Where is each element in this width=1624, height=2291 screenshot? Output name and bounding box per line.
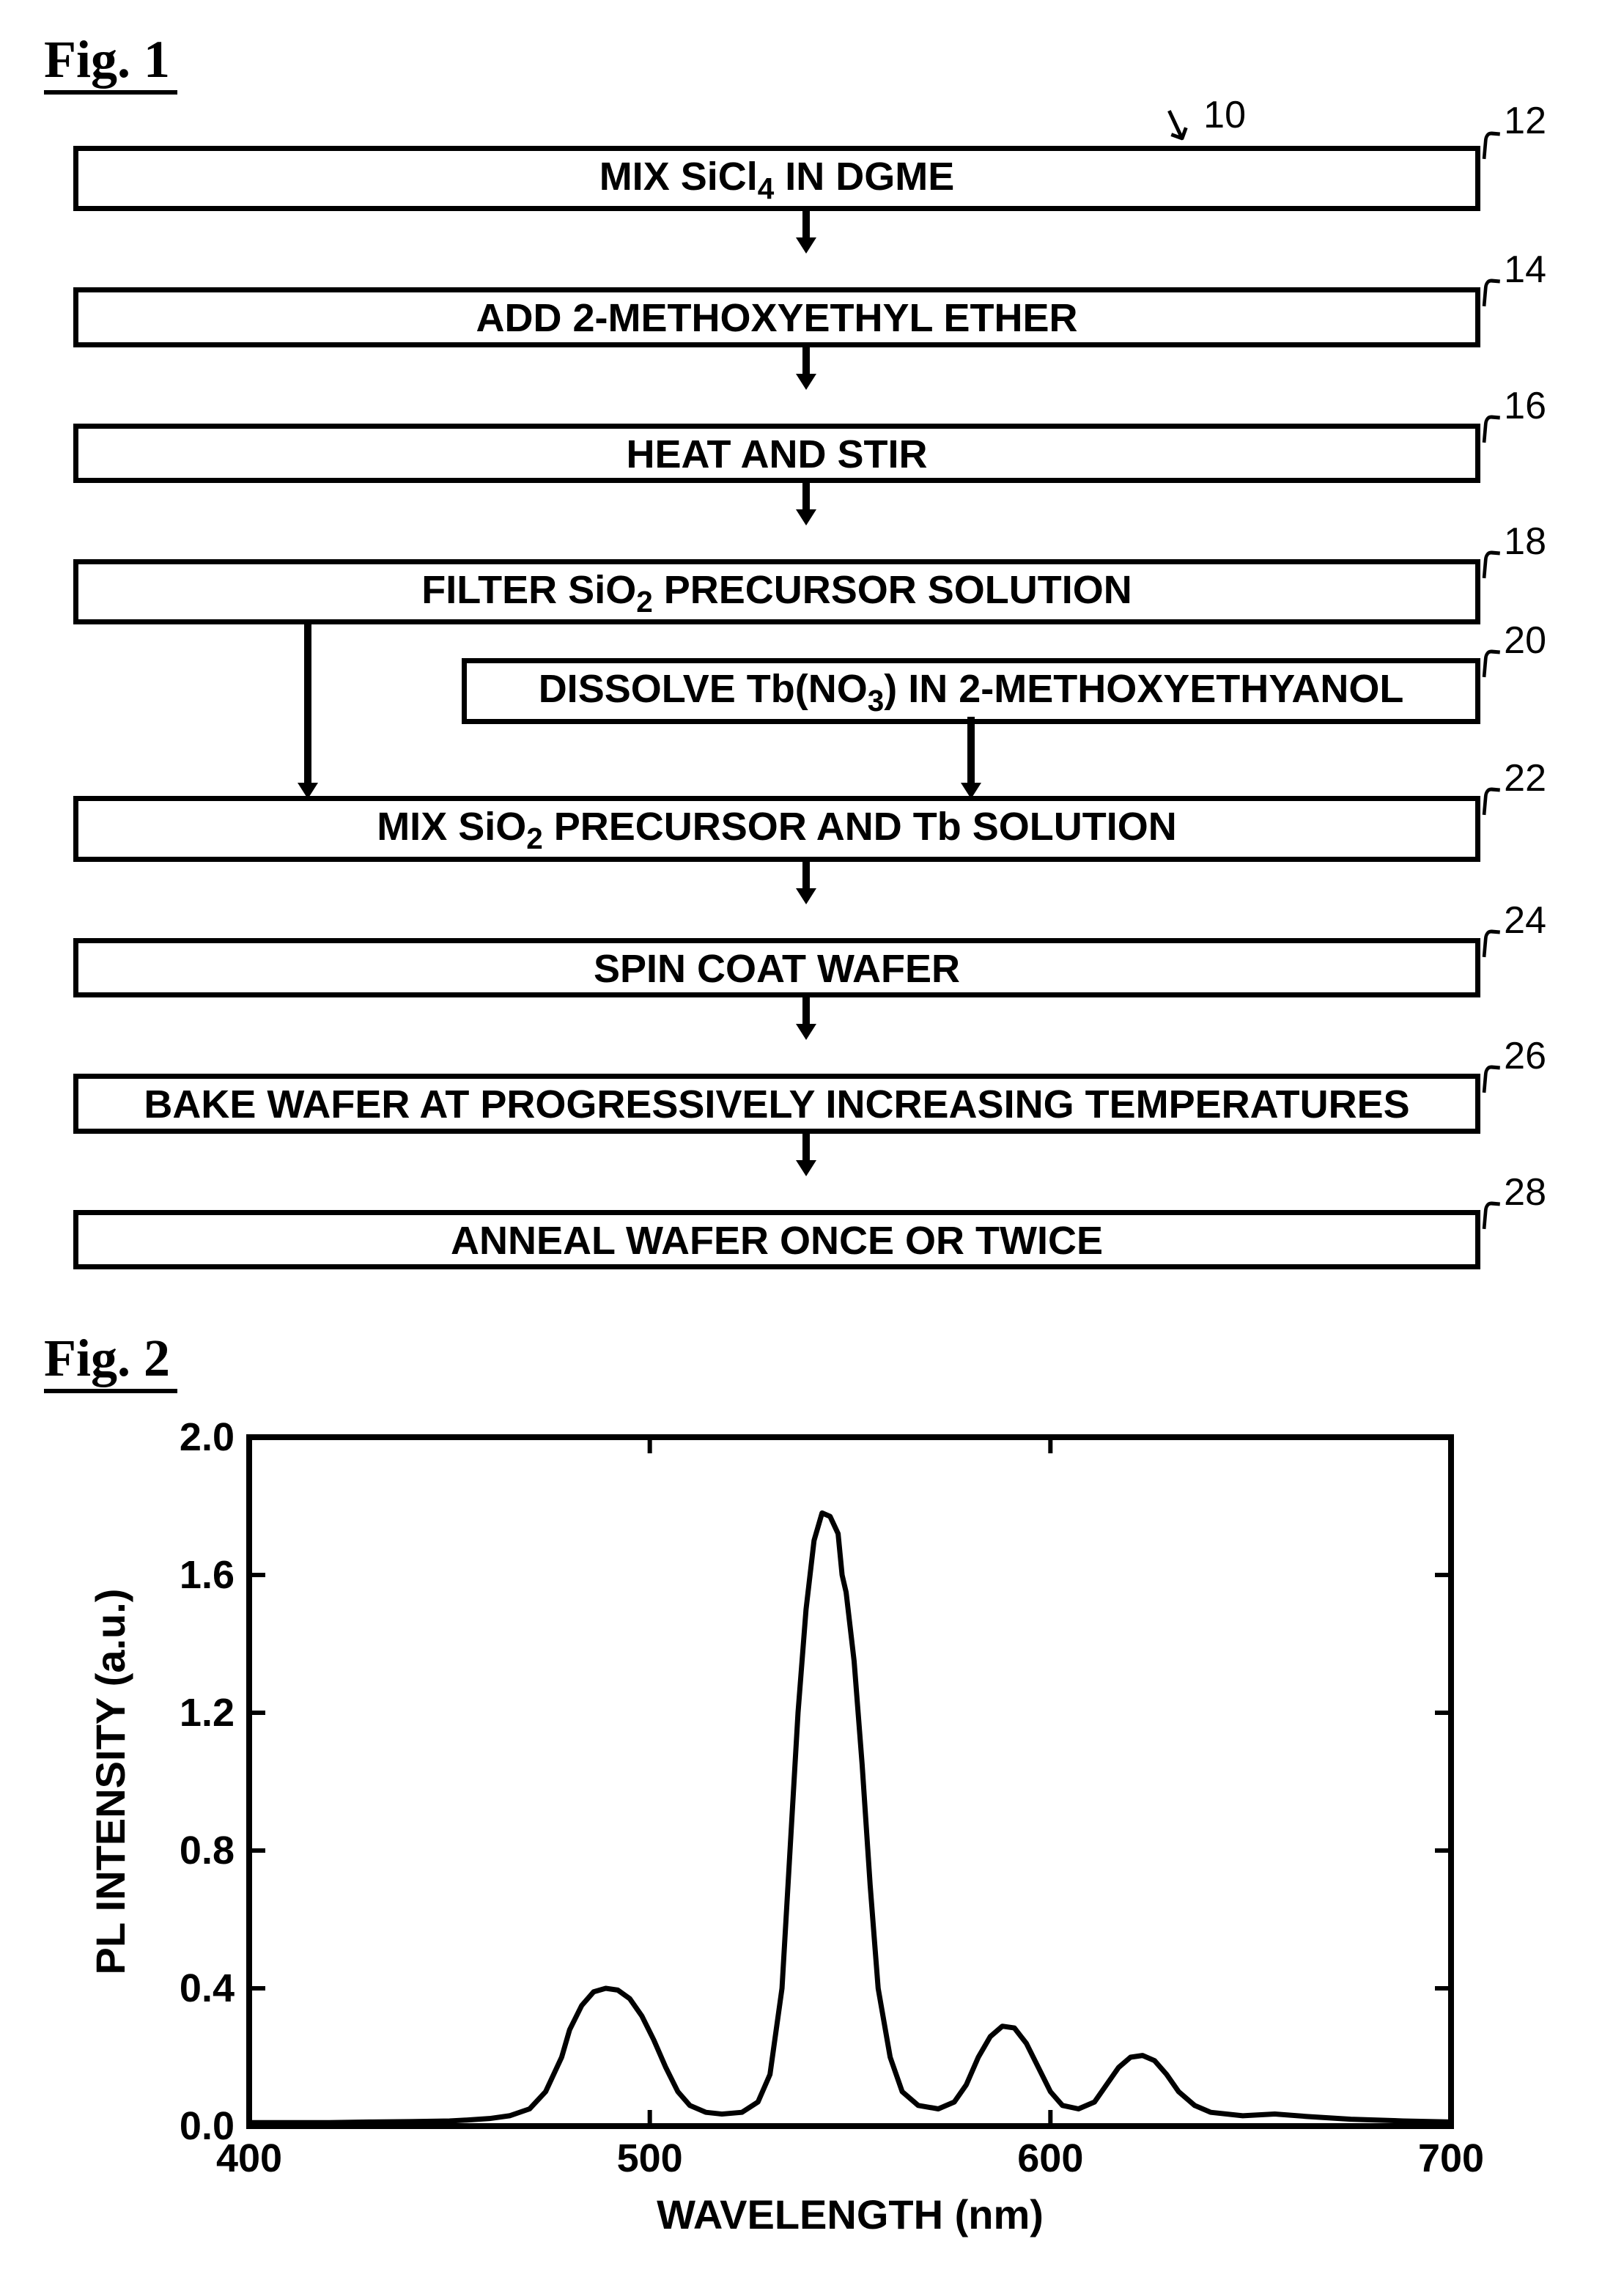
arrow-down-icon: [791, 347, 821, 390]
x-tick-label: 700: [1418, 2136, 1484, 2180]
flow-step-3: FILTER SiO2 PRECURSOR SOLUTION: [73, 559, 1480, 624]
flow-step-8: ANNEAL WAFER ONCE OR TWICE: [73, 1210, 1480, 1269]
arrow-down-icon: [791, 1134, 821, 1176]
x-axis-label: WAVELENGTH (nm): [657, 2191, 1044, 2237]
flow-step-5: MIX SiO2 PRECURSOR AND Tb SOLUTION: [73, 796, 1480, 861]
y-tick-label: 0.0: [180, 2104, 235, 2148]
y-tick-label: 1.6: [180, 1553, 235, 1597]
y-tick-label: 0.8: [180, 1829, 235, 1873]
flow-step-6: SPIN COAT WAFER: [73, 938, 1480, 997]
figure-2-label: Fig. 2: [44, 1328, 177, 1393]
y-tick-label: 0.4: [180, 1966, 235, 2010]
flow-ref-8: 28: [1504, 1170, 1546, 1214]
flow-ref-3: 18: [1504, 520, 1546, 564]
flow-step-0: MIX SiCl4 IN DGME: [73, 146, 1480, 211]
figure-2-chart: 4005006007000.00.40.81.21.62.0WAVELENGTH…: [73, 1415, 1580, 2262]
x-tick-label: 600: [1017, 2136, 1083, 2180]
flow-ref-2: 16: [1504, 384, 1546, 428]
flow-ref-1: 14: [1504, 248, 1546, 292]
flow-step-4: DISSOLVE Tb(NO3) IN 2-METHOXYETHYANOL: [462, 658, 1480, 723]
flow-step-1: ADD 2-METHOXYETHYL ETHER: [73, 287, 1480, 347]
arrow-down-icon: [791, 483, 821, 525]
figure-1-flowchart: ↙ 10 ╭ 12 MIX SiCl4 IN DGME ╭ 14 ADD 2-M…: [73, 102, 1539, 1269]
arrow-down-icon: [791, 211, 821, 254]
flow-ref-6: 24: [1504, 899, 1546, 942]
flow-ref-0: 12: [1504, 99, 1546, 143]
arrow-down-icon: [791, 997, 821, 1040]
y-tick-label: 2.0: [180, 1415, 235, 1459]
x-tick-label: 500: [617, 2136, 683, 2180]
flow-ref-5: 22: [1504, 756, 1546, 800]
arrow-down-icon: [791, 862, 821, 904]
y-axis-label: PL INTENSITY (a.u.): [87, 1589, 133, 1975]
pl-spectrum-chart: 4005006007000.00.40.81.21.62.0WAVELENGTH…: [73, 1415, 1495, 2258]
flow-ref-main: 10: [1203, 93, 1246, 137]
figure-1-label: Fig. 1: [44, 29, 177, 95]
flow-step-7: BAKE WAFER AT PROGRESSIVELY INCREASING T…: [73, 1074, 1480, 1133]
flow-step-2: HEAT AND STIR: [73, 424, 1480, 483]
flow-ref-4: 20: [1504, 619, 1546, 663]
flow-ref-7: 26: [1504, 1034, 1546, 1078]
y-tick-label: 1.2: [180, 1691, 235, 1735]
